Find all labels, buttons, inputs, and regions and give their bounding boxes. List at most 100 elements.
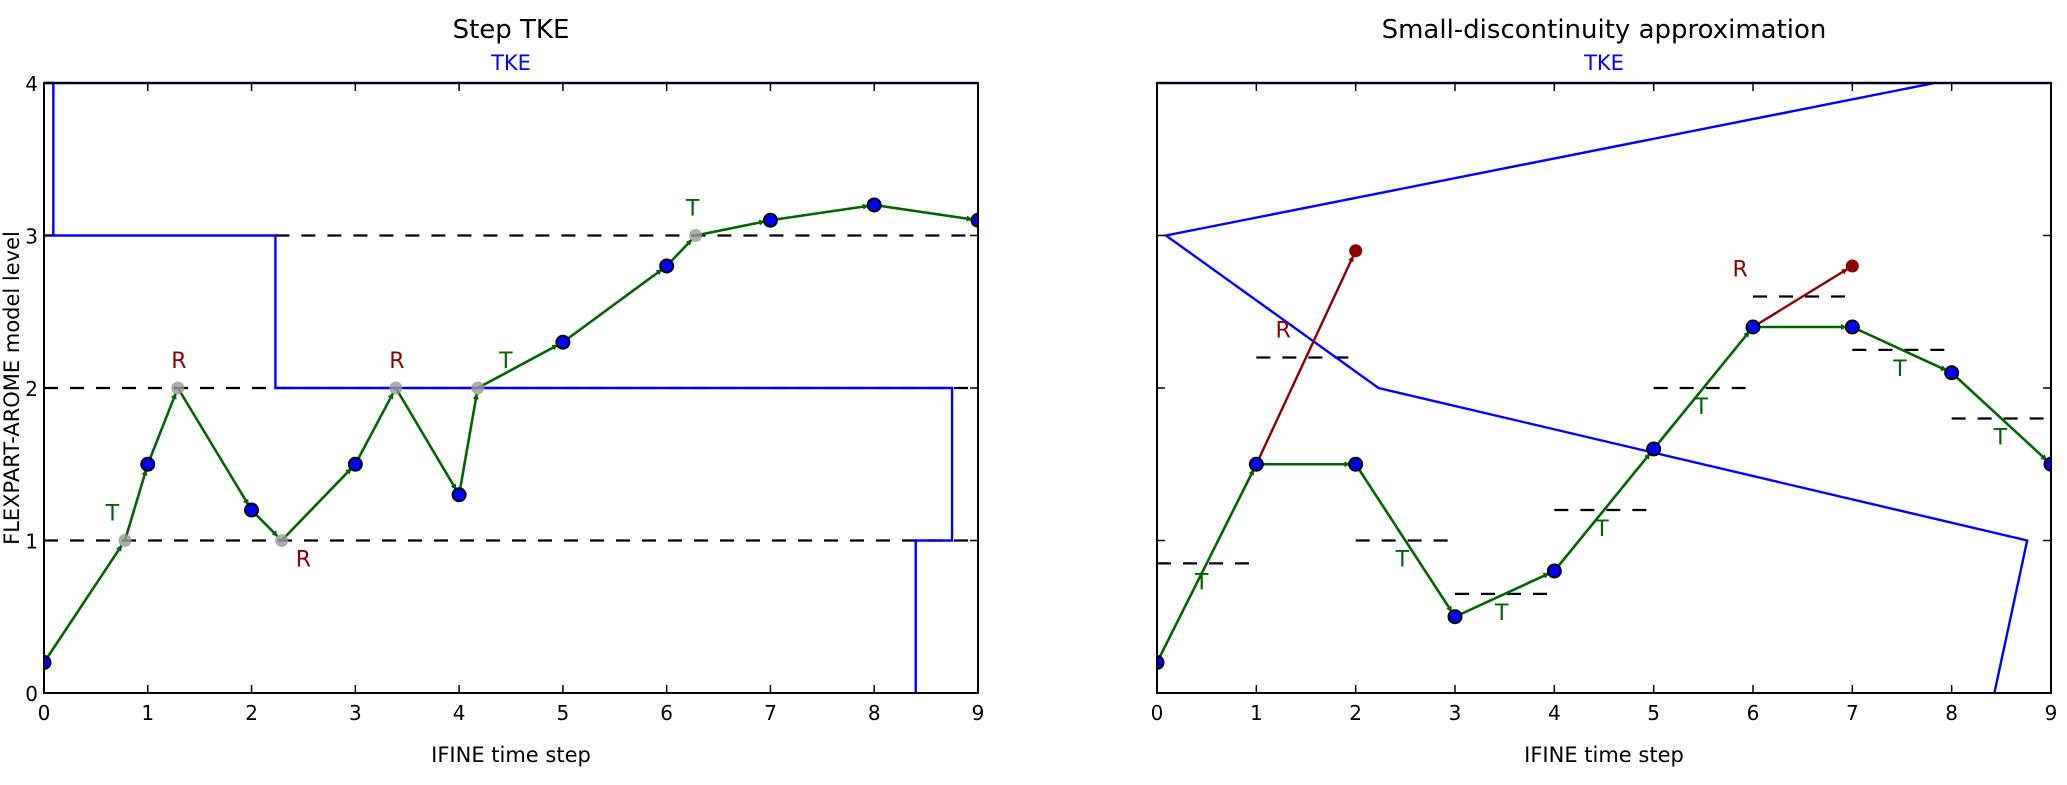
x-tick-label: 0 <box>38 701 51 725</box>
trajectory-point <box>44 655 52 670</box>
trajectory-point <box>1447 609 1463 625</box>
trajectory-point <box>1844 319 1860 335</box>
chart-title: Small-discontinuity approximation <box>1382 15 1827 45</box>
level-crossing-point <box>471 381 485 395</box>
trajectory-arrow <box>1354 463 1453 613</box>
x-tick-label: 9 <box>972 701 985 725</box>
trajectory-arrow <box>280 467 353 542</box>
x-tick-label: 8 <box>868 701 881 725</box>
trajectory-point <box>866 197 882 213</box>
trajectory-point <box>2043 456 2051 472</box>
trajectory-point <box>970 212 978 228</box>
x-tick-label: 3 <box>1449 701 1462 725</box>
y-tick-label: 0 <box>25 682 38 706</box>
trajectory-point <box>1546 563 1562 579</box>
y-axis-label: FLEXPART-AROME model level <box>0 231 24 545</box>
annotation-transport: T <box>105 502 120 527</box>
x-tick-label: 4 <box>1548 701 1561 725</box>
x-tick-label: 0 <box>1151 701 1164 725</box>
level-crossing-point <box>171 381 185 395</box>
trajectory-point <box>140 456 156 472</box>
panel-small-discontinuity: T R T T T T R T T 0 1 2 3 4 5 6 7 8 9 Small-discontinuity a… <box>1151 15 2058 767</box>
trajectory-point <box>1944 365 1960 381</box>
random-endpoint-marker <box>1845 259 1859 273</box>
annotation-transport: T <box>498 349 513 374</box>
trajectory-arrow <box>457 393 479 495</box>
x-tick-label: 8 <box>1945 701 1958 725</box>
trajectory-point <box>762 212 778 228</box>
annotation-transport: T <box>685 197 700 222</box>
tke-line <box>1162 81 2029 694</box>
trajectory-arrow <box>695 219 766 237</box>
x-tick-label: 6 <box>660 701 673 725</box>
annotation-random: R <box>1276 319 1291 344</box>
annotation-transport: T <box>1594 517 1609 542</box>
trajectory-point <box>1248 456 1264 472</box>
y-tick-label: 2 <box>25 377 38 401</box>
x-tick-label: 1 <box>1250 701 1263 725</box>
trajectory-point <box>659 258 675 274</box>
x-axis-label: IFINE time step <box>1524 743 1684 767</box>
plot-area <box>44 81 978 693</box>
x-tick-label: 1 <box>141 701 154 725</box>
trajectory-arrow <box>1553 452 1651 572</box>
y-tick-label: 1 <box>25 530 38 554</box>
y-tick-label: 4 <box>25 72 38 96</box>
x-tick-label: 2 <box>245 701 258 725</box>
annotation-random: R <box>1732 258 1747 283</box>
chart-title: Step TKE <box>453 15 570 45</box>
annotation-transport: T <box>1494 601 1509 626</box>
trajectory-arrow <box>394 387 458 491</box>
x-tick-label: 9 <box>2045 701 2058 725</box>
trajectory-arrow <box>1652 330 1751 450</box>
random-displacement-arrow <box>1752 268 1848 329</box>
trajectory-arrow <box>123 469 148 541</box>
trajectory-arrow <box>1157 469 1255 664</box>
trajectory-arrow <box>354 392 395 465</box>
x-tick-label: 5 <box>1647 701 1660 725</box>
tke-line <box>44 234 954 693</box>
trajectory-point <box>1646 441 1662 457</box>
trajectory-point <box>1348 456 1364 472</box>
annotation-random: R <box>389 349 404 374</box>
annotation-transport: T <box>1892 357 1907 382</box>
annotation-transport: T <box>1993 425 2008 450</box>
random-displacement-arrow <box>1255 255 1355 465</box>
x-tick-label: 3 <box>349 701 362 725</box>
level-crossing-point <box>118 534 132 547</box>
annotation-transport: T <box>1395 547 1410 572</box>
tke-line <box>44 81 55 236</box>
x-tick-label: 7 <box>1846 701 1859 725</box>
trajectory-arrow <box>1454 572 1550 618</box>
tke-label: TKE <box>490 51 531 75</box>
annotation-random: R <box>171 349 186 374</box>
trajectory-point <box>244 502 260 518</box>
trajectory-arrow <box>176 387 250 506</box>
level-crossing-point <box>275 534 289 547</box>
trajectory-arrow <box>44 544 123 664</box>
x-tick-label: 7 <box>764 701 777 725</box>
annotation-random: R <box>296 547 311 572</box>
plot-area <box>1157 81 2051 694</box>
random-endpoint-marker <box>1349 244 1363 258</box>
trajectory-arrow <box>1950 371 2048 462</box>
x-tick-label: 6 <box>1747 701 1760 725</box>
trajectory-arrow <box>770 203 869 222</box>
trajectory-point <box>1745 319 1761 335</box>
x-tick-label: 4 <box>453 701 466 725</box>
level-crossing-point <box>689 229 703 242</box>
trajectory-point <box>555 334 571 350</box>
panel-step-tke: T R R R T T 0 1 2 3 4 5 6 7 8 9 0 1 2 3 4 Step TKE TKE IFINE ti… <box>0 15 985 767</box>
tke-label: TKE <box>1583 51 1624 75</box>
trajectory-point <box>1157 655 1165 670</box>
trajectory-arrow <box>1851 325 1947 372</box>
annotation-transport: T <box>1694 395 1709 420</box>
x-tick-label: 2 <box>1349 701 1362 725</box>
trajectory-point <box>347 456 363 472</box>
trajectory-arrow <box>477 343 559 390</box>
trajectory-arrow <box>562 268 663 344</box>
trajectory-arrow <box>146 393 177 465</box>
annotation-transport: T <box>1194 570 1209 595</box>
y-tick-label: 3 <box>25 225 38 249</box>
